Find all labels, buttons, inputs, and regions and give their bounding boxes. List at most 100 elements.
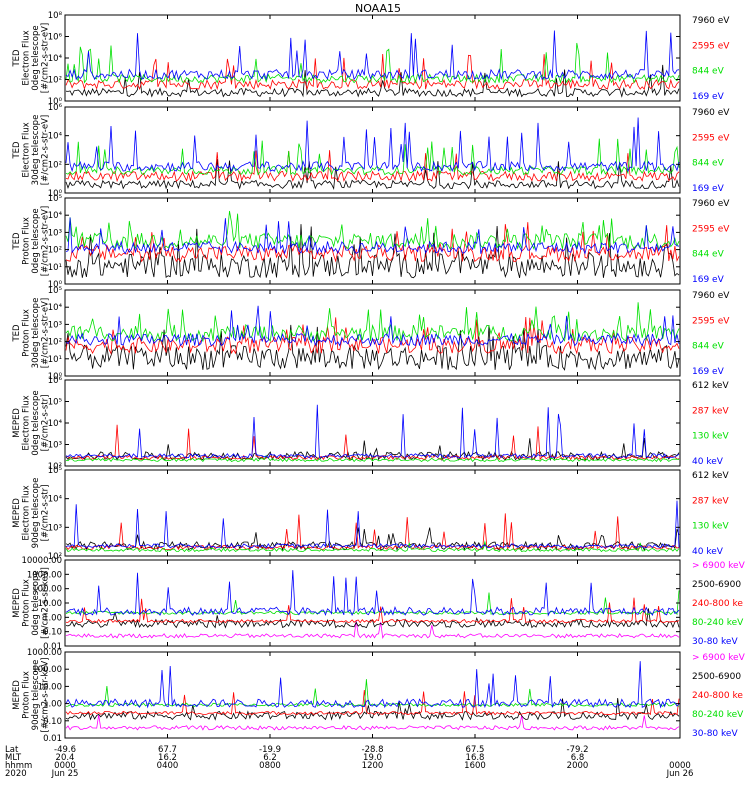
y-tick-label: 10⁵: [48, 194, 62, 204]
trace-blue: [65, 404, 680, 459]
y-axis-label-line: [#/cm2-s-str-eV]: [40, 298, 50, 368]
legend-entry: 30-80 keV: [692, 729, 738, 739]
x-row-label: Lat: [5, 745, 19, 755]
y-axis-label-line: [#/cm2-s-sr-keV]: [40, 567, 50, 639]
y-tick-label: 10⁰: [48, 189, 63, 199]
legend-entry: 612 keV: [692, 471, 729, 481]
legend-entry: 844 eV: [692, 67, 725, 77]
figure-title: NOAA15: [355, 2, 401, 15]
x-tick-lat: 67.7: [158, 745, 177, 755]
trace-red: [65, 424, 680, 461]
y-tick-label: 10¹: [48, 263, 62, 273]
trace-magenta: [65, 714, 680, 731]
y-tick-label: 10²: [48, 160, 62, 170]
y-axis-label-line: TED: [12, 324, 22, 343]
legend-entry: 7960 eV: [692, 108, 730, 118]
y-tick-label: 10⁵: [48, 398, 62, 408]
y-axis-label-line: [#/cm2-s-str-keV]: [40, 658, 50, 733]
y-axis-label-line: 0deg telescope: [31, 570, 41, 635]
y-tick-label: 10⁶: [48, 376, 63, 386]
y-axis-label: TED Electron Flux 0deg telescope [#/cm2-s-s…: [12, 23, 51, 93]
y-tick-label: 10⁴: [48, 211, 63, 221]
x-tick-mlt: 16.8: [466, 753, 485, 763]
legend-entry: 169 eV: [692, 184, 725, 194]
y-axis-label-line: Electron Flux: [21, 485, 31, 540]
y-axis-label-line: Proton Flux: [21, 309, 31, 357]
y-tick-label: 10⁴: [48, 419, 63, 429]
y-tick-label: 10³: [48, 523, 62, 533]
legend: 7960 eV 2595 eV 844 eV 169 eV: [692, 291, 730, 377]
trace-blue: [65, 217, 680, 255]
legend-entry: 7960 eV: [692, 16, 730, 26]
panel-5: 10² 10³ 10⁴ 10⁵ 10⁶ MEPED Electron Flux 0deg te…: [12, 376, 730, 472]
x-row-label: hhmm: [5, 761, 32, 771]
legend-entry: 169 eV: [692, 275, 725, 285]
y-tick-label: 100.00: [32, 585, 62, 595]
x-tick-mlt: 20.4: [56, 753, 75, 763]
trace-black: [65, 697, 680, 721]
legend-entry: 169 eV: [692, 92, 725, 102]
x-tick-hhmm: 0400: [157, 761, 179, 771]
x-row-label: MLT: [5, 753, 22, 763]
y-axis-label-line: Electron Flux: [21, 30, 31, 85]
y-axis-label: TED Proton Flux 30deg telescope [#/cm2-s-st…: [12, 298, 51, 369]
legend-entry: 80-240 keV: [692, 710, 744, 720]
legend-entry: > 6900 keV: [692, 653, 746, 663]
legend-entry: 30-80 keV: [692, 637, 738, 647]
y-tick-label: 10³: [48, 228, 62, 238]
legend: 612 keV 287 keV 130 keV 40 keV: [692, 471, 729, 557]
trace-magenta: [65, 620, 680, 639]
trace-red: [65, 150, 680, 183]
y-tick-label: 10⁰: [48, 97, 63, 107]
y-tick-label: 10⁴: [48, 303, 63, 313]
x-tick-mlt: 16.2: [158, 753, 177, 763]
y-axis-label-line: [#/cm2-s-str]: [40, 485, 50, 542]
x-tick-mlt: 6.2: [263, 753, 277, 763]
y-axis-label-line: 90deg telescope: [31, 660, 41, 731]
legend: 7960 eV 2595 eV 844 eV 169 eV: [692, 108, 730, 194]
y-axis-label-line: 30deg telescope: [31, 298, 41, 369]
trace-blue: [65, 570, 680, 617]
x-tick-hhmm: 1200: [362, 761, 384, 771]
legend-entry: 612 keV: [692, 381, 729, 391]
y-tick-label: 1000.00: [27, 570, 62, 580]
y-tick-label: 10⁸: [48, 11, 63, 21]
y-axis-label: TED Proton Flux 0deg telescope [#/cm2-s-str…: [12, 206, 51, 276]
legend-entry: 40 keV: [692, 547, 724, 557]
x-tick-hhmm: 2000: [567, 761, 589, 771]
y-axis-label-line: 90deg telescope: [31, 478, 41, 549]
y-tick-label: 10⁶: [48, 103, 63, 113]
panel-frame: [64, 379, 681, 467]
panel-3: 10⁰ 10¹ 10² 10³ 10⁴ 10⁵ TED Proton Flux 0deg tel…: [12, 194, 731, 290]
legend: 7960 eV 2595 eV 844 eV 169 eV: [692, 16, 730, 102]
trace-red: [65, 316, 680, 356]
y-tick-label: 10³: [48, 441, 62, 451]
y-axis-label: TED Electron Flux 30deg telescope [#/cm2-s-…: [12, 115, 51, 186]
x-tick-date: Jun 25: [51, 769, 79, 779]
y-tick-label: 10³: [48, 320, 62, 330]
x-tick-mlt: 19.0: [363, 753, 382, 763]
x-tick-hhmm: 0000: [669, 761, 691, 771]
panel-frame: [64, 651, 681, 739]
legend-entry: 2500-6900: [692, 672, 741, 682]
y-axis-label-line: Proton Flux: [21, 579, 31, 627]
y-tick-label: 10⁴: [48, 495, 63, 505]
panel-frame: [64, 559, 681, 647]
trace-green: [65, 302, 680, 343]
y-tick-label: 10⁰: [48, 280, 63, 290]
y-axis-label-line: [#/cm2-s-str]: [40, 395, 50, 452]
trace-green: [65, 540, 680, 553]
legend: 612 keV 287 keV 130 keV 40 keV: [692, 381, 729, 467]
x-tick-date: Jun 26: [666, 769, 694, 779]
y-axis-label-line: MEPED: [12, 588, 22, 618]
y-tick-label: 10⁴: [48, 132, 63, 142]
y-tick-label: 1000.00: [27, 648, 62, 658]
y-tick-label: 0.10: [43, 717, 62, 727]
y-tick-label: 100.00: [32, 665, 62, 675]
legend: > 6900 keV 2500-6900 240-800 ke 80-240 keV 3…: [692, 561, 746, 647]
legend-entry: 2500-6900: [692, 580, 741, 590]
legend-entry: 240-800 ke: [692, 599, 743, 609]
trace-blue: [65, 117, 680, 173]
